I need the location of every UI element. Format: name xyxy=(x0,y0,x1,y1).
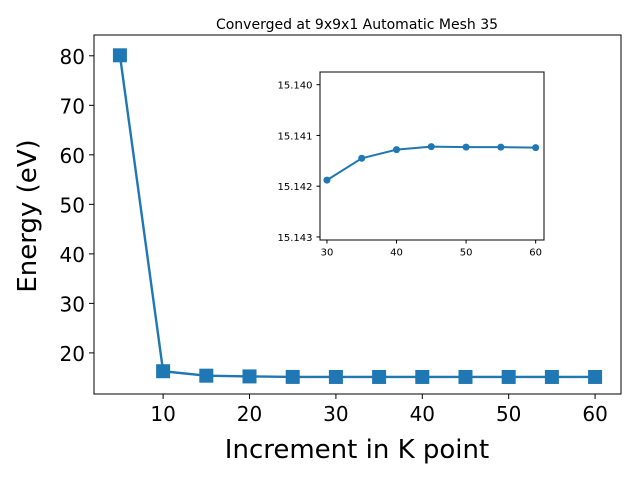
main-data-point xyxy=(328,369,343,384)
main-data-point xyxy=(501,369,516,384)
inset-data-point xyxy=(323,176,331,184)
inset-y-tick-label: 15.142 xyxy=(278,182,313,193)
inset-data-point xyxy=(532,144,540,152)
main-x-tick-label: 10 xyxy=(150,402,175,426)
inset-data-point xyxy=(393,146,401,154)
main-y-tick-label: 70 xyxy=(60,94,85,118)
main-data-point xyxy=(372,369,387,384)
inset-data-point xyxy=(497,143,505,151)
main-y-tick-label: 20 xyxy=(60,342,85,366)
main-data-point xyxy=(156,364,171,379)
main-plot-area: 10 20 30 40 50 60 20 30 40 50 60 70 80 xyxy=(60,34,622,426)
main-x-tick-label: 60 xyxy=(582,402,607,426)
inset-x-tick-label: 40 xyxy=(390,248,403,259)
main-x-tick-label: 40 xyxy=(410,402,435,426)
main-x-tick-label: 50 xyxy=(496,402,521,426)
inset-data-point xyxy=(427,143,435,151)
main-frame xyxy=(93,34,622,395)
main-data-point xyxy=(458,369,473,384)
chart-title: Converged at 9x9x1 Automatic Mesh 35 xyxy=(216,17,498,33)
main-data-point xyxy=(112,48,127,63)
x-axis-label: Increment in K point xyxy=(225,435,489,465)
inset-plot-area: 30 40 50 60 15.140 15.141 15.142 15.143 xyxy=(278,71,545,259)
main-y-tick-label: 30 xyxy=(60,292,85,316)
inset-series-line xyxy=(326,145,536,181)
main-series-line xyxy=(118,55,596,379)
main-y-tick-label: 60 xyxy=(60,144,85,168)
inset-y-tick-label: 15.140 xyxy=(278,81,313,92)
inset-data-point xyxy=(358,154,366,162)
inset-x-tick-label: 60 xyxy=(529,248,542,259)
inset-x-tick-label: 50 xyxy=(460,248,473,259)
main-data-point xyxy=(242,369,257,384)
inset-y-tick-label: 15.141 xyxy=(278,131,313,142)
inset-y-tick-label: 15.143 xyxy=(278,233,313,244)
main-data-point xyxy=(544,369,559,384)
main-x-tick-label: 30 xyxy=(323,402,348,426)
main-data-point xyxy=(415,369,430,384)
main-data-point xyxy=(588,369,603,384)
main-data-point xyxy=(199,368,214,383)
y-axis-label: Energy (eV) xyxy=(13,139,43,292)
main-y-tick-label: 50 xyxy=(60,193,85,217)
inset-x-tick-label: 30 xyxy=(321,248,334,259)
main-y-tick-label: 80 xyxy=(60,45,85,69)
inset-data-point xyxy=(462,143,470,151)
inset-frame xyxy=(319,71,545,241)
main-y-tick-label: 40 xyxy=(60,243,85,267)
main-x-tick-label: 20 xyxy=(237,402,262,426)
main-data-point xyxy=(285,369,300,384)
